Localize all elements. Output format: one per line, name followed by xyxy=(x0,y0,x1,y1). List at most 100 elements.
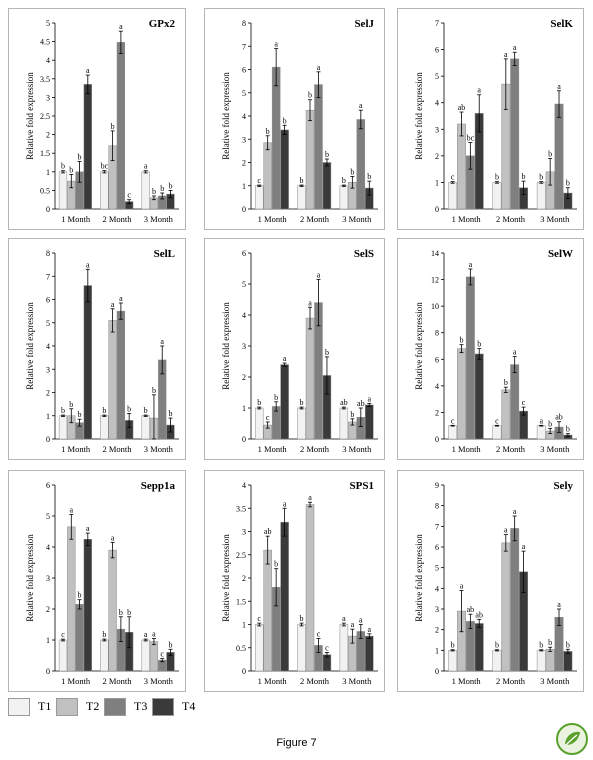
chart-svg: SelW Relative fold expression 0 2 4 6 8 10 12 14 1… xyxy=(414,248,577,454)
significance-letter: a xyxy=(317,63,321,72)
significance-letter: b xyxy=(168,640,172,649)
bar xyxy=(536,182,546,210)
significance-letter: a xyxy=(317,270,321,279)
significance-letter: a xyxy=(513,43,517,52)
y-axis-label: Relative fold expression xyxy=(25,534,35,622)
significance-letter: b xyxy=(69,165,73,174)
y-axis-label: Relative fold expression xyxy=(414,72,424,160)
bar xyxy=(280,129,289,210)
legend-swatch-t2 xyxy=(56,698,78,716)
y-axis-label: Relative fold expression xyxy=(221,534,231,622)
bar xyxy=(563,651,573,672)
y-tick-label: 2 xyxy=(242,159,246,168)
significance-letter: ab xyxy=(264,527,272,536)
bar xyxy=(141,639,150,672)
y-tick-label: 1 xyxy=(242,182,246,191)
y-tick-label: 4 xyxy=(435,382,439,391)
x-tick-label: 3 Month xyxy=(540,214,570,224)
significance-letter: a xyxy=(283,499,287,508)
significance-letter: b xyxy=(566,425,570,434)
bar xyxy=(280,364,289,440)
significance-letter: b xyxy=(300,176,304,185)
legend: T1 T2 T3 T4 xyxy=(8,696,208,720)
chart-title: SelK xyxy=(550,18,573,30)
significance-letter: b xyxy=(127,608,131,617)
bar xyxy=(305,504,315,672)
significance-letter: bc xyxy=(467,134,475,143)
significance-letter: a xyxy=(540,416,544,425)
significance-letter: b xyxy=(274,393,278,402)
significance-letter: b xyxy=(69,400,73,409)
significance-letter: a xyxy=(504,526,508,535)
y-tick-label: 2 xyxy=(46,605,50,614)
y-tick-label: 0 xyxy=(242,205,246,214)
significance-letter: b xyxy=(350,167,354,176)
y-tick-label: 0 xyxy=(242,667,246,676)
bar xyxy=(365,635,374,672)
bar xyxy=(263,549,272,672)
bar xyxy=(83,539,92,672)
significance-letter: ab xyxy=(555,413,563,422)
x-tick-label: 2 Month xyxy=(300,676,330,686)
bar xyxy=(297,407,306,440)
significance-letter: c xyxy=(127,191,131,200)
bar xyxy=(271,66,281,210)
significance-letter: a xyxy=(152,629,156,638)
x-tick-label: 2 Month xyxy=(496,444,526,454)
significance-letter: b xyxy=(168,181,172,190)
bar xyxy=(58,171,68,210)
y-tick-label: 0 xyxy=(46,667,50,676)
significance-letter: a xyxy=(359,101,363,110)
chart-panel-sely: Sely Relative fold expression 0 1 2 3 4 5 6 7 8 9 1 … xyxy=(397,470,584,692)
significance-letter: b xyxy=(495,173,499,182)
significance-letter: b xyxy=(283,116,287,125)
bar xyxy=(116,42,126,210)
y-tick-label: 4 xyxy=(435,584,439,593)
chart-svg: SelJ Relative fold expression 0 1 2 3 4 5 6 7 8 1 M… xyxy=(221,18,378,224)
x-tick-label: 3 Month xyxy=(540,444,570,454)
y-tick-label: 3 xyxy=(46,365,50,374)
bar xyxy=(100,639,109,672)
significance-letter: c xyxy=(317,629,321,638)
x-tick-label: 3 Month xyxy=(144,676,174,686)
y-tick-label: 1.5 xyxy=(40,149,50,158)
significance-letter: a xyxy=(342,614,346,623)
y-tick-label: 2 xyxy=(46,131,50,140)
y-tick-label: 1.5 xyxy=(236,597,246,606)
y-axis-label: Relative fold expression xyxy=(414,302,424,390)
significance-letter: a xyxy=(308,298,312,307)
significance-letter: b xyxy=(367,172,371,181)
significance-letter: c xyxy=(266,413,270,422)
x-tick-label: 3 Month xyxy=(540,676,570,686)
significance-letter: b xyxy=(111,122,115,131)
y-tick-label: 14 xyxy=(431,249,439,258)
bar xyxy=(510,364,520,440)
significance-letter: a xyxy=(460,581,464,590)
figure-caption: Figure 7 xyxy=(276,737,317,749)
bar xyxy=(108,320,117,440)
y-tick-label: 4 xyxy=(242,112,246,121)
leaf-badge-icon[interactable] xyxy=(556,723,588,755)
y-tick-label: 1 xyxy=(435,646,439,655)
significance-letter: b xyxy=(160,184,164,193)
y-tick-label: 2 xyxy=(242,373,246,382)
x-tick-label: 2 Month xyxy=(102,214,132,224)
significance-letter: b xyxy=(539,641,543,650)
significance-letter: c xyxy=(61,630,65,639)
bar xyxy=(254,624,264,672)
y-tick-label: 3 xyxy=(46,574,50,583)
y-tick-label: 4 xyxy=(435,99,439,108)
bar xyxy=(501,542,511,672)
bar xyxy=(474,353,484,440)
significance-letter: b xyxy=(300,398,304,407)
bar xyxy=(58,415,68,440)
significance-letter: a xyxy=(274,40,278,49)
x-tick-label: 2 Month xyxy=(102,444,132,454)
significance-letter: b xyxy=(78,410,82,419)
bar xyxy=(510,58,520,210)
significance-letter: a xyxy=(119,22,123,31)
chart-title: SPS1 xyxy=(350,480,374,492)
y-tick-label: 1 xyxy=(242,404,246,413)
significance-letter: b xyxy=(152,386,156,395)
significance-letter: b xyxy=(548,638,552,647)
